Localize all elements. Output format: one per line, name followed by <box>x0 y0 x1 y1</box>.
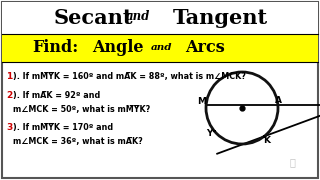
Text: and: and <box>151 42 173 51</box>
Text: Find:: Find: <box>32 39 78 57</box>
Text: and: and <box>126 10 150 22</box>
Text: m∠MCK = 36º, what is mA̅K?: m∠MCK = 36º, what is mA̅K? <box>13 137 143 146</box>
Bar <box>2 34 318 62</box>
Text: ). If mM̅Y̅K = 160º and mA̅K = 88º, what is m∠MCK?: ). If mM̅Y̅K = 160º and mA̅K = 88º, what… <box>13 72 246 81</box>
Text: 🔈: 🔈 <box>289 157 295 167</box>
Text: Arcs: Arcs <box>185 39 225 57</box>
Text: K: K <box>263 136 270 145</box>
Bar <box>2 2 318 34</box>
Text: m∠MCK = 50º, what is mM̅Y̅K?: m∠MCK = 50º, what is mM̅Y̅K? <box>13 105 150 114</box>
Text: 1: 1 <box>6 72 12 81</box>
Text: Y: Y <box>206 129 212 138</box>
Text: ). If mA̅K = 92º and: ). If mA̅K = 92º and <box>13 91 100 100</box>
Text: Secant: Secant <box>53 8 133 28</box>
Text: ). If mM̅Y̅K = 170º and: ). If mM̅Y̅K = 170º and <box>13 123 113 132</box>
Text: M: M <box>196 97 206 106</box>
Text: A: A <box>276 96 282 105</box>
Text: Tangent: Tangent <box>172 8 268 28</box>
Bar <box>263 135 265 138</box>
Bar <box>213 130 216 132</box>
Text: Angle: Angle <box>92 39 144 57</box>
Text: 3: 3 <box>6 123 12 132</box>
Text: 2: 2 <box>6 91 12 100</box>
